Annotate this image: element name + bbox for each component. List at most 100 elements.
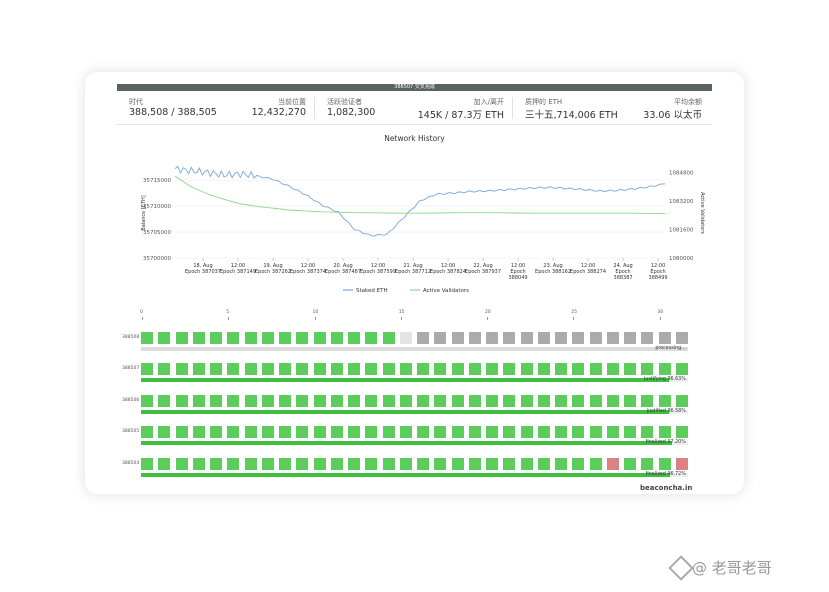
slot-cell[interactable] bbox=[641, 426, 654, 438]
slot-cell[interactable] bbox=[555, 332, 567, 344]
slot-cell[interactable] bbox=[451, 458, 464, 470]
slot-cell[interactable] bbox=[227, 395, 240, 407]
slot-cell[interactable] bbox=[365, 458, 378, 470]
slot-cell[interactable] bbox=[468, 363, 481, 375]
slot-cell[interactable] bbox=[296, 395, 309, 407]
slot-cell[interactable] bbox=[279, 332, 291, 344]
slot-cell[interactable] bbox=[520, 395, 533, 407]
slot-cell[interactable] bbox=[451, 363, 464, 375]
slot-cell[interactable] bbox=[330, 332, 343, 344]
slot-cell[interactable] bbox=[503, 458, 516, 470]
slot-cell[interactable] bbox=[210, 395, 222, 407]
slot-cell[interactable] bbox=[141, 426, 153, 438]
slot-cell[interactable] bbox=[417, 363, 429, 375]
slot-cell[interactable] bbox=[244, 332, 257, 344]
slot-cell[interactable] bbox=[486, 458, 498, 470]
slot-cell[interactable] bbox=[227, 426, 240, 438]
slot-cell[interactable] bbox=[192, 332, 205, 344]
slot-cell[interactable] bbox=[192, 458, 205, 470]
slot-cell[interactable] bbox=[348, 426, 360, 438]
slot-cell[interactable] bbox=[330, 426, 343, 438]
slot-cell[interactable] bbox=[158, 458, 171, 470]
slot-cell[interactable] bbox=[313, 395, 326, 407]
slot-cell[interactable] bbox=[555, 426, 567, 438]
slot-cell[interactable] bbox=[210, 332, 222, 344]
slot-cell[interactable] bbox=[175, 363, 188, 375]
slot-cell[interactable] bbox=[572, 395, 585, 407]
slot-cell[interactable] bbox=[175, 395, 188, 407]
slot-cell[interactable] bbox=[399, 332, 412, 344]
slot-cell[interactable] bbox=[279, 363, 291, 375]
slot-cell[interactable] bbox=[555, 458, 567, 470]
slot-cell[interactable] bbox=[572, 332, 585, 344]
slot-cell[interactable] bbox=[313, 363, 326, 375]
slot-cell[interactable] bbox=[503, 395, 516, 407]
slot-cell[interactable] bbox=[572, 363, 585, 375]
slot-cell[interactable] bbox=[486, 395, 498, 407]
slot-cell[interactable] bbox=[382, 363, 395, 375]
slot-cell[interactable] bbox=[417, 332, 429, 344]
slot-cell[interactable] bbox=[330, 363, 343, 375]
slot-cell[interactable] bbox=[348, 332, 360, 344]
slot-cell[interactable] bbox=[244, 363, 257, 375]
slot-cell[interactable] bbox=[641, 363, 654, 375]
slot-cell[interactable] bbox=[244, 426, 257, 438]
slot-cell[interactable] bbox=[279, 395, 291, 407]
slot-cell[interactable] bbox=[675, 332, 688, 344]
slot-cell[interactable] bbox=[434, 363, 447, 375]
slot-cell[interactable] bbox=[192, 395, 205, 407]
slot-cell[interactable] bbox=[641, 332, 654, 344]
slot-cell[interactable] bbox=[624, 458, 636, 470]
slot-cell[interactable] bbox=[382, 458, 395, 470]
slot-cell[interactable] bbox=[417, 458, 429, 470]
slot-cell[interactable] bbox=[486, 363, 498, 375]
slot-cell[interactable] bbox=[348, 363, 360, 375]
slot-cell[interactable] bbox=[658, 363, 671, 375]
slot-cell[interactable] bbox=[486, 426, 498, 438]
slot-cell[interactable] bbox=[468, 395, 481, 407]
slot-cell[interactable] bbox=[555, 363, 567, 375]
slot-cell[interactable] bbox=[537, 426, 550, 438]
slot-cell[interactable] bbox=[296, 426, 309, 438]
slot-cell[interactable] bbox=[399, 395, 412, 407]
slot-cell[interactable] bbox=[158, 363, 171, 375]
slot-cell[interactable] bbox=[658, 395, 671, 407]
slot-cell[interactable] bbox=[520, 458, 533, 470]
slot-cell[interactable] bbox=[537, 363, 550, 375]
slot-cell[interactable] bbox=[572, 458, 585, 470]
slot-cell[interactable] bbox=[365, 395, 378, 407]
slot-cell[interactable] bbox=[434, 426, 447, 438]
slot-cell[interactable] bbox=[313, 458, 326, 470]
slot-cell[interactable] bbox=[434, 332, 447, 344]
slot-cell[interactable] bbox=[192, 426, 205, 438]
slot-cell[interactable] bbox=[158, 332, 171, 344]
slot-cell[interactable] bbox=[296, 363, 309, 375]
slot-cell[interactable] bbox=[330, 395, 343, 407]
slot-cell[interactable] bbox=[537, 395, 550, 407]
slot-cell[interactable] bbox=[589, 458, 602, 470]
slot-cell[interactable] bbox=[261, 395, 274, 407]
slot-cell[interactable] bbox=[175, 458, 188, 470]
slot-cell[interactable] bbox=[675, 426, 688, 438]
slot-cell[interactable] bbox=[210, 426, 222, 438]
slot-cell[interactable] bbox=[365, 332, 378, 344]
slot-cell[interactable] bbox=[589, 363, 602, 375]
slot-cell[interactable] bbox=[175, 426, 188, 438]
slot-cell[interactable] bbox=[606, 426, 619, 438]
slot-cell[interactable] bbox=[572, 426, 585, 438]
slot-cell[interactable] bbox=[365, 363, 378, 375]
slot-cell[interactable] bbox=[589, 395, 602, 407]
slot-cell[interactable] bbox=[641, 458, 654, 470]
slot-cell[interactable] bbox=[451, 332, 464, 344]
slot-cell[interactable] bbox=[141, 363, 153, 375]
slot-cell[interactable] bbox=[227, 363, 240, 375]
slot-cell[interactable] bbox=[468, 426, 481, 438]
slot-cell[interactable] bbox=[468, 458, 481, 470]
slot-cell[interactable] bbox=[244, 395, 257, 407]
slot-cell[interactable] bbox=[141, 395, 153, 407]
slot-cell[interactable] bbox=[624, 332, 636, 344]
slot-cell[interactable] bbox=[468, 332, 481, 344]
slot-cell[interactable] bbox=[261, 426, 274, 438]
slot-cell[interactable] bbox=[399, 426, 412, 438]
slot-cell[interactable] bbox=[382, 395, 395, 407]
